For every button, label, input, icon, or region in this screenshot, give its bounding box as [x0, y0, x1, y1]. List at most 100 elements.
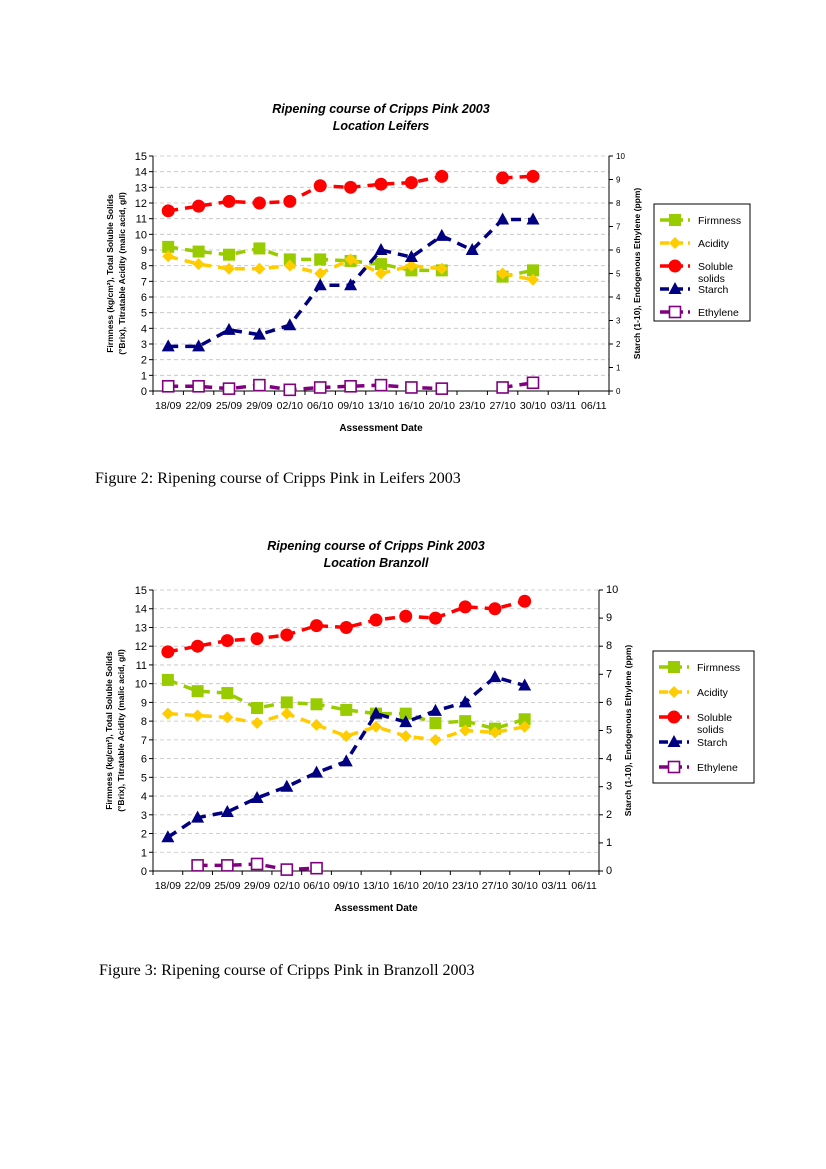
chart-title: Ripening course of Cripps Pink 2003: [267, 539, 484, 553]
series-firmness: [161, 673, 531, 735]
data-point-soluble-solids: [488, 602, 502, 616]
data-point-ethylene: [222, 382, 236, 395]
y-tick-label: 12: [135, 641, 147, 653]
data-point-soluble-solids: [280, 628, 294, 642]
data-point-ethylene: [374, 378, 388, 392]
data-point-ethylene: [221, 859, 234, 872]
data-point-acidity: [496, 267, 509, 280]
data-point-ethylene: [344, 379, 357, 393]
data-point-soluble-solids: [191, 639, 205, 653]
data-point-starch: [161, 830, 175, 843]
data-point-acidity: [518, 720, 531, 733]
y-tick-label: 10: [135, 229, 147, 241]
x-tick-label: 25/09: [214, 880, 240, 892]
data-point-starch: [222, 322, 236, 335]
x-tick-label: 22/09: [184, 880, 210, 892]
data-point-acidity: [340, 730, 353, 743]
data-point-soluble-solids: [496, 171, 510, 185]
y2-tick-label: 5: [616, 270, 621, 279]
data-point-firmness: [161, 673, 174, 686]
y-axis-title: Firmness (kg/cm²), Total Soluble Solids: [104, 651, 114, 810]
chart-branzoll-svg: Ripening course of Cripps Pink 2003 Locat…: [104, 539, 755, 914]
data-point-starch: [191, 810, 205, 823]
x-tick-label: 06/11: [571, 880, 597, 892]
y-tick-label: 5: [141, 308, 147, 320]
data-point-firmness: [340, 703, 353, 716]
x-tick-label: 23/10: [452, 880, 478, 892]
y-tick-label: 6: [141, 754, 147, 766]
data-point-starch: [250, 790, 264, 803]
x-tick-label: 02/10: [277, 400, 303, 412]
y2-tick-label: 1: [606, 837, 612, 849]
data-point-starch: [496, 212, 510, 225]
y-tick-label: 2: [141, 355, 147, 367]
y2-tick-label: 2: [616, 340, 621, 349]
legend-marker-ethylene: [668, 305, 682, 319]
y-tick-label: 7: [141, 735, 147, 747]
y2-tick-label: 4: [606, 753, 612, 765]
legend-label: Starch: [698, 284, 729, 296]
data-point-acidity: [399, 730, 412, 743]
data-point-acidity: [310, 718, 323, 731]
data-point-starch: [339, 754, 353, 767]
legend-label: solids: [698, 273, 725, 285]
data-point-soluble-solids: [339, 620, 353, 634]
data-point-firmness: [223, 248, 235, 261]
legend-label: Ethylene: [697, 762, 738, 774]
y-tick-label: 3: [141, 810, 147, 822]
data-point-soluble-solids: [526, 169, 540, 183]
data-point-starch: [252, 327, 266, 340]
x-tick-label: 25/09: [216, 400, 242, 412]
data-point-soluble-solids: [252, 196, 266, 210]
y-axis-title: (°Brix), Titratable Acidity (malic acid,…: [117, 192, 127, 355]
series-acidity: [162, 250, 539, 286]
x-tick-label: 03/11: [551, 400, 577, 412]
data-point-soluble-solids: [283, 194, 297, 208]
y2-tick-label: 6: [606, 696, 612, 708]
data-point-soluble-solids: [435, 169, 449, 183]
y-tick-label: 1: [141, 847, 147, 859]
data-point-starch: [488, 670, 502, 683]
series-starch: [161, 212, 540, 352]
data-point-ethylene: [280, 863, 294, 876]
x-axis-title: Assessment Date: [334, 903, 418, 914]
legend-marker-starch: [668, 282, 682, 294]
data-point-soluble-solids: [310, 619, 324, 633]
y-tick-label: 11: [136, 660, 147, 672]
data-point-acidity: [283, 259, 296, 272]
y2-tick-label: 8: [606, 640, 612, 652]
y2-tick-label: 6: [616, 246, 621, 255]
data-point-starch: [161, 339, 175, 352]
x-tick-label: 27/10: [489, 400, 515, 412]
data-point-acidity: [280, 707, 293, 720]
chart-branzoll: Ripening course of Cripps Pink 2003 Locat…: [0, 530, 826, 920]
y-tick-label: 0: [141, 386, 147, 398]
data-point-starch: [526, 212, 540, 225]
data-point-acidity: [488, 726, 501, 739]
legend-marker-soluble-solids: [667, 710, 681, 724]
data-point-starch: [310, 765, 324, 778]
data-point-soluble-solids: [161, 204, 175, 218]
data-point-acidity: [527, 273, 539, 286]
y2-tick-label: 5: [606, 725, 612, 737]
legend-marker-acidity: [669, 237, 681, 249]
data-point-firmness: [314, 253, 327, 266]
data-point-acidity: [191, 709, 204, 722]
y-axis-title: (°Brix), Titratable Acidity (malic acid,…: [116, 649, 126, 812]
x-axis-title: Assessment Date: [339, 423, 423, 434]
y-tick-label: 3: [141, 339, 147, 351]
y-tick-label: 14: [135, 167, 147, 179]
data-point-soluble-solids: [220, 634, 234, 648]
y-tick-label: 14: [135, 604, 147, 616]
series-soluble-solids: [161, 169, 540, 218]
data-point-firmness: [253, 242, 266, 255]
x-tick-label: 06/10: [307, 400, 333, 412]
y2-tick-label: 9: [606, 612, 612, 624]
x-tick-label: 13/10: [368, 400, 394, 412]
legend-label: Firmness: [697, 662, 740, 674]
data-point-ethylene: [250, 857, 264, 871]
legend-label: Starch: [697, 737, 728, 749]
x-tick-label: 16/10: [393, 880, 419, 892]
series-soluble-solids: [161, 594, 532, 659]
